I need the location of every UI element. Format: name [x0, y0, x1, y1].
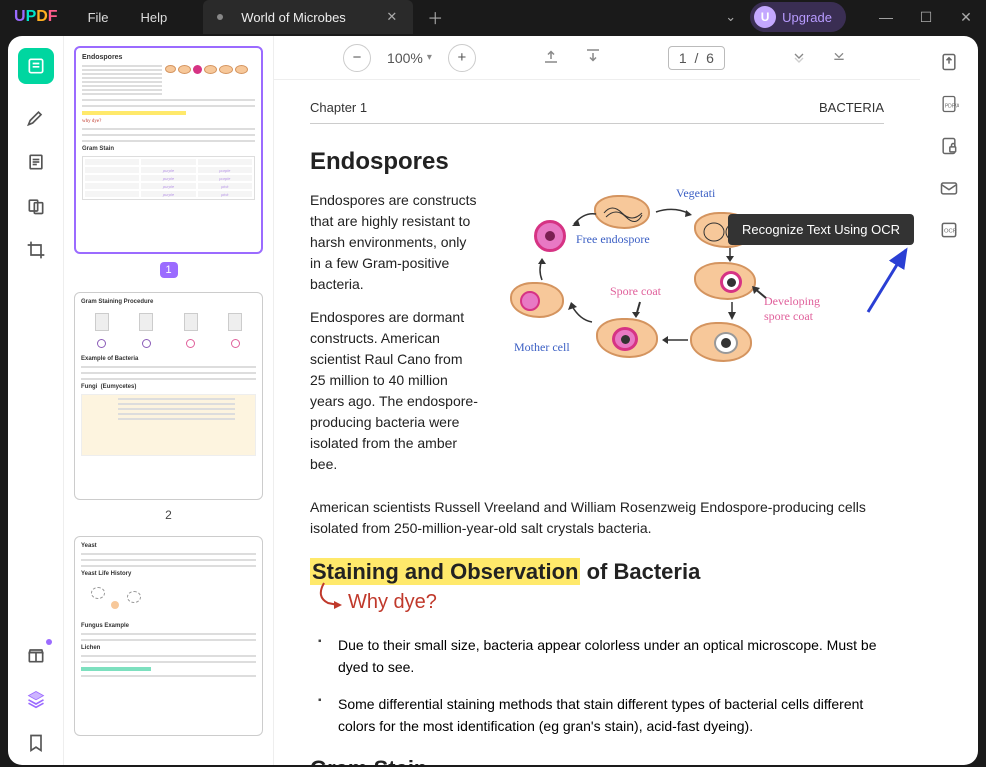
- new-tab-button[interactable]: ＋: [413, 5, 457, 29]
- current-page-label: 1: [679, 50, 687, 66]
- body-paragraph: Endospores are constructs that are highl…: [310, 190, 480, 295]
- email-button[interactable]: [933, 172, 965, 204]
- pdfa-button[interactable]: PDF/A: [933, 88, 965, 120]
- bullet-item: Due to their small size, bacteria appear…: [328, 634, 884, 679]
- page-thumbnail[interactable]: Endospores why dye? Gram Stain: [74, 46, 263, 254]
- page-number-badge: 1: [160, 262, 178, 278]
- diagram-label: Vegetati: [676, 186, 715, 201]
- tab-indicator-icon: [217, 14, 223, 20]
- diagram-label: Developing spore coat: [764, 294, 844, 324]
- svg-text:PDF/A: PDF/A: [945, 103, 959, 109]
- menu-file[interactable]: File: [72, 10, 125, 25]
- thumbnail-panel: Endospores why dye? Gram Stain: [64, 36, 274, 765]
- last-page-button[interactable]: [827, 48, 851, 67]
- left-tool-rail: [8, 36, 64, 765]
- fit-width-button[interactable]: [538, 47, 564, 68]
- export-button[interactable]: [933, 46, 965, 78]
- upgrade-button[interactable]: U Upgrade: [750, 2, 846, 32]
- diagram-label: Mother cell: [514, 340, 574, 355]
- diagram-label: Free endospore: [576, 232, 650, 247]
- page-number-label: 2: [74, 508, 263, 522]
- tab-dropdown-button[interactable]: ⌄: [711, 9, 750, 25]
- upgrade-badge: U: [754, 6, 776, 28]
- total-pages-label: 6: [706, 50, 714, 66]
- diagram-label: Spore coat: [610, 284, 661, 299]
- zoom-in-button[interactable]: +: [448, 44, 476, 72]
- edit-text-button[interactable]: [18, 144, 54, 180]
- handwritten-annotation: Why dye?: [348, 591, 437, 614]
- chapter-label: Chapter 1: [310, 100, 367, 115]
- zoom-level-dropdown[interactable]: 100% ▾: [387, 50, 432, 66]
- window-maximize-button[interactable]: ☐: [906, 9, 946, 26]
- annotate-button[interactable]: [18, 100, 54, 136]
- organize-pages-button[interactable]: [18, 188, 54, 224]
- page-indicator[interactable]: 1 / 6: [668, 46, 725, 70]
- right-tool-rail: PDF/A OCR: [920, 36, 978, 765]
- window-close-button[interactable]: ✕: [946, 9, 986, 26]
- callout-arrow-icon: [858, 242, 918, 316]
- reader-mode-button[interactable]: [18, 48, 54, 84]
- body-paragraph: American scientists Russell Vreeland and…: [310, 497, 884, 539]
- protect-button[interactable]: [933, 130, 965, 162]
- upgrade-label: Upgrade: [782, 10, 832, 25]
- document-tab[interactable]: World of Microbes ✕: [203, 0, 413, 34]
- tab-title: World of Microbes: [241, 10, 380, 25]
- section-heading: Endospores: [310, 148, 884, 176]
- topic-label: BACTERIA: [819, 100, 884, 115]
- bookmark-button[interactable]: [18, 725, 54, 761]
- svg-text:OCR: OCR: [944, 229, 957, 235]
- zoom-out-button[interactable]: −: [343, 44, 371, 72]
- page-thumbnail[interactable]: Gram Staining Procedure Example of Bacte…: [74, 292, 263, 500]
- zoom-level-label: 100%: [387, 50, 423, 66]
- ocr-tooltip: Recognize Text Using OCR: [728, 214, 914, 245]
- layers-button[interactable]: [18, 681, 54, 717]
- gift-button[interactable]: [18, 637, 54, 673]
- menu-help[interactable]: Help: [125, 10, 184, 25]
- window-minimize-button[interactable]: —: [866, 9, 906, 25]
- tab-close-button[interactable]: ✕: [380, 9, 403, 25]
- arrow-icon: [314, 579, 350, 615]
- section-heading: Staining and Observation of Bacteria: [310, 558, 700, 585]
- view-toolbar: − 100% ▾ + 1 / 6: [274, 36, 920, 80]
- next-page-button[interactable]: [787, 48, 811, 67]
- bullet-item: Some differential staining methods that …: [328, 693, 884, 738]
- crop-button[interactable]: [18, 232, 54, 268]
- body-paragraph: Endospores are dormant constructs. Ameri…: [310, 307, 480, 475]
- fit-page-button[interactable]: [580, 47, 606, 68]
- document-viewport[interactable]: Chapter 1 BACTERIA Endospores Endospores…: [274, 80, 920, 765]
- section-heading: Gram Stain: [310, 756, 884, 765]
- page-thumbnail[interactable]: Yeast Yeast Life History Fungus Example …: [74, 536, 263, 736]
- ocr-button[interactable]: OCR: [933, 214, 965, 246]
- app-logo: UPDF: [0, 8, 72, 26]
